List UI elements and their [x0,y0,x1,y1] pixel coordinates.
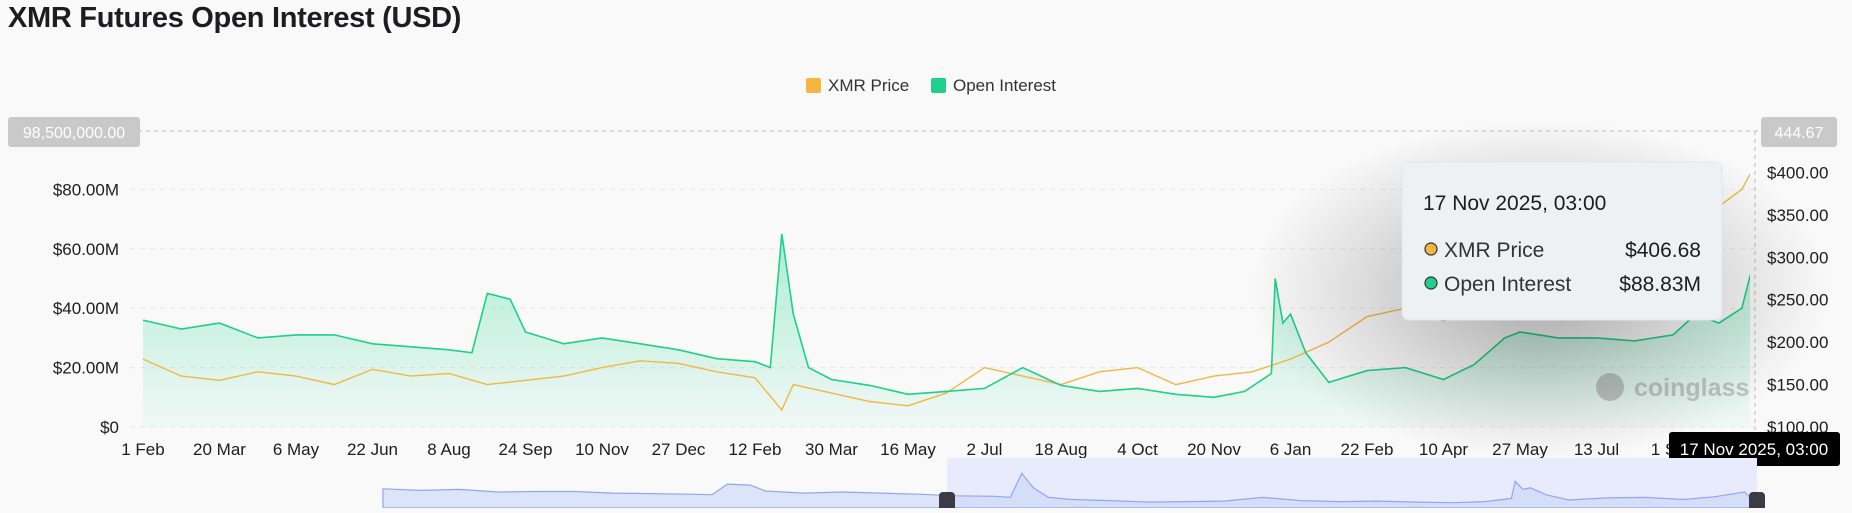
x-tick-label: 22 Feb [1341,440,1394,459]
x-tick-label: 6 Jan [1270,440,1312,459]
x-tick-label: 8 Aug [427,440,471,459]
x-tick-label: 30 Mar [805,440,858,459]
legend-swatch-price [806,78,821,93]
crosshair-left-text: 98,500,000.00 [23,125,125,142]
x-tick-label: 12 Feb [729,440,782,459]
y-right-tick-label: $400.00 [1767,163,1828,182]
tooltip: 17 Nov 2025, 03:00 XMR Price $406.68 Ope… [1401,161,1723,321]
y-left-tick-label: $80.00M [53,180,119,199]
x-tick-label: 22 Jun [347,440,398,459]
crosshair-right-text: 444.67 [1775,125,1824,142]
x-tick-label: 20 Mar [193,440,246,459]
range-navigator[interactable] [382,458,1765,513]
navigator-mini-line [382,472,1762,509]
tooltip-oi-dot [1424,276,1438,290]
x-tick-label: 2 Jul [967,440,1003,459]
x-tick-label: 27 Dec [652,440,706,459]
y-axis-left: $0 $20.00M $40.00M $60.00M $80.00M [53,180,119,437]
legend-item-price[interactable]: XMR Price [806,76,909,95]
x-tick-label: 1 Feb [121,440,164,459]
x-tick-label: 18 Aug [1035,440,1088,459]
navigator-left-handle[interactable] [939,492,955,513]
x-tick-label: 10 Nov [575,440,629,459]
x-tick-label: 16 May [880,440,936,459]
tooltip-price-value: $406.68 [1625,239,1701,262]
y-left-tick-label: $60.00M [53,240,119,259]
tooltip-price-dot [1424,242,1438,256]
legend-label-oi: Open Interest [953,76,1056,95]
x-tick-label: 4 Oct [1117,440,1158,459]
x-tick-label: 24 Sep [499,440,553,459]
tooltip-oi-label: Open Interest [1444,273,1571,296]
tooltip-oi-value: $88.83M [1619,273,1701,296]
tooltip-row-price: XMR Price $406.68 [1424,239,1701,262]
tooltip-price-label: XMR Price [1444,239,1544,262]
legend-label-price: XMR Price [828,76,909,95]
legend-item-oi[interactable]: Open Interest [931,76,1056,95]
crosshair-right-label: 444.67 [1761,117,1837,147]
crosshair-x-label: 17 Nov 2025, 03:00 [1669,432,1840,466]
y-left-tick-label: $40.00M [53,299,119,318]
y-left-tick-label: $0 [100,418,119,437]
crosshair-left-label: 98,500,000.00 [8,117,140,147]
tooltip-title: 17 Nov 2025, 03:00 [1423,192,1606,215]
legend: XMR Price Open Interest [806,76,1056,95]
x-tick-label: 6 May [273,440,320,459]
x-tick-label: 20 Nov [1187,440,1241,459]
crosshair-x-text: 17 Nov 2025, 03:00 [1680,440,1828,459]
page-title: XMR Futures Open Interest (USD) [8,2,462,34]
legend-swatch-oi [931,78,946,93]
y-left-tick-label: $20.00M [53,359,119,378]
navigator-right-handle[interactable] [1749,492,1765,513]
tooltip-row-oi: Open Interest $88.83M [1424,273,1701,296]
